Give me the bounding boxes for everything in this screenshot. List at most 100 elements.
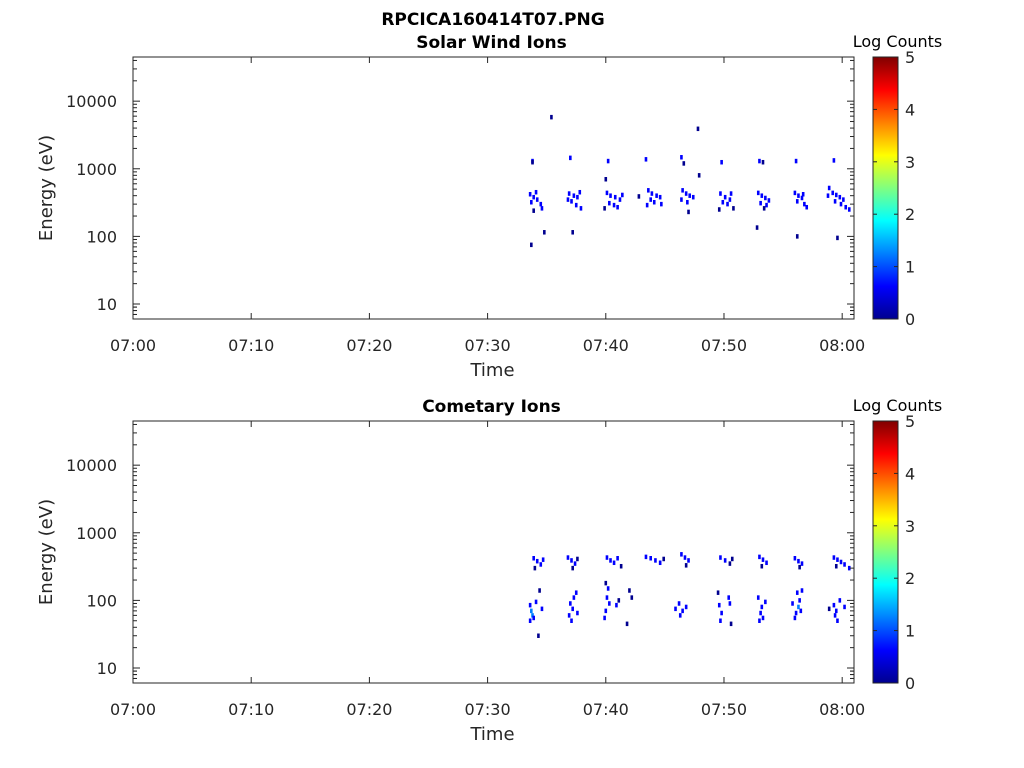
colorbar-tick-label: 2 [905,205,915,224]
data-cell [795,199,799,204]
colorbar-tick-label: 0 [905,674,915,693]
data-cell [579,206,583,211]
data-cell [571,230,574,235]
data-cell [662,556,666,562]
data-cell [797,558,800,564]
data-cell [687,558,690,563]
data-cell [650,191,654,196]
data-cell [625,621,629,627]
data-cell [761,159,765,165]
data-cell [684,604,688,610]
data-cell [606,586,610,591]
colorbar-tick-label: 1 [905,258,915,277]
data-cell [832,555,836,560]
data-cell [764,599,767,605]
data-cell [681,608,684,614]
data-cell [684,191,688,196]
data-cell [604,176,608,182]
data-cell [834,608,838,614]
data-cell [535,197,539,202]
data-cell [621,192,624,198]
colorbar-tick-label: 5 [905,48,915,67]
data-cell [537,633,540,638]
data-cell [647,188,650,193]
data-cell [717,602,721,608]
y-tick-label: 10 [97,295,117,314]
data-cell [534,599,538,605]
data-cell [572,595,576,600]
data-cell [603,615,606,621]
data-cell [533,565,537,571]
data-cell [619,563,623,569]
data-cell [833,613,837,618]
colorbar-tick-label: 3 [905,517,915,536]
data-cell [797,604,800,610]
data-cell [761,557,765,562]
data-cell [759,610,762,616]
colorbar-label: Log Counts [853,32,943,51]
data-cell [801,191,805,197]
data-cell [836,557,839,562]
data-cell [759,200,762,206]
data-cell [574,590,578,595]
data-cell [799,608,803,614]
data-cell [652,199,656,205]
data-cell [530,242,533,248]
data-cell [649,197,653,202]
data-cell [760,193,764,198]
data-cell [649,555,653,561]
data-cell [570,199,573,204]
data-cell [637,194,641,199]
data-cell [686,199,689,205]
data-cell [844,204,848,210]
x-tick-label: 07:00 [110,336,156,355]
y-axis-label: Energy (eV) [36,499,57,605]
data-cell [800,588,804,593]
data-cell [729,621,733,627]
data-cell [727,595,731,600]
x-tick-label: 08:00 [819,700,865,719]
data-cell [834,192,838,198]
data-cell [839,201,843,207]
data-cell [684,563,688,568]
data-cell [530,608,533,614]
data-cell [760,604,764,610]
data-cell [696,126,700,132]
data-cell [762,206,766,211]
data-cell [797,193,800,198]
data-cell [795,234,799,239]
data-cell [616,204,619,210]
data-cell [719,618,722,623]
data-cell [765,202,768,208]
data-cell [761,615,765,621]
y-tick-label: 1000 [76,524,117,543]
data-cell [608,601,611,606]
data-cell [847,565,851,571]
data-cell [645,202,649,208]
data-cell [567,613,571,618]
x-tick-label: 08:00 [819,336,865,355]
colorbar [872,420,899,684]
data-cell [538,588,541,593]
data-cell [767,198,771,203]
data-cell [719,555,722,560]
x-axis-label: Time [469,724,514,745]
data-cell [615,602,618,608]
data-cell [550,114,553,120]
data-cell [765,560,768,566]
data-cell [603,206,606,211]
plot-area-frame [132,56,855,320]
data-cell [680,552,683,557]
data-cell [729,191,733,196]
y-tick-label: 10 [97,659,117,678]
data-cell [539,201,543,207]
data-cell [541,557,545,562]
data-cell [531,159,534,165]
y-tick-label: 100 [86,591,117,610]
colorbar-tick-label: 0 [905,310,915,329]
data-cell [570,558,573,563]
data-cell [800,561,804,566]
colorbar-label: Log Counts [853,396,943,415]
data-cell [532,555,535,561]
data-cell [532,194,535,200]
